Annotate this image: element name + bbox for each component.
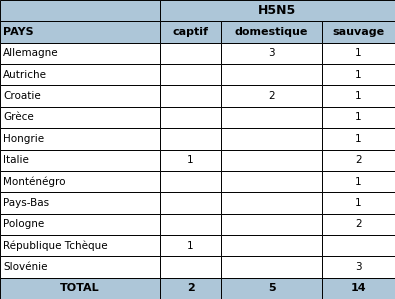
Text: 2: 2: [355, 155, 362, 165]
Bar: [221, 192, 322, 213]
Text: PAYS: PAYS: [3, 27, 34, 37]
Text: 1: 1: [355, 70, 362, 80]
Text: Pays-Bas: Pays-Bas: [3, 198, 49, 208]
Bar: [160, 21, 221, 43]
Bar: [0, 256, 160, 278]
Bar: [0, 171, 160, 192]
Bar: [221, 171, 322, 192]
Bar: [160, 43, 221, 64]
Text: République Tchèque: République Tchèque: [3, 240, 108, 251]
Text: 14: 14: [351, 283, 366, 293]
Text: Pologne: Pologne: [3, 219, 44, 229]
Bar: [160, 213, 221, 235]
Text: 5: 5: [268, 283, 275, 293]
Text: Autriche: Autriche: [3, 70, 47, 80]
Text: sauvage: sauvage: [333, 27, 384, 37]
Text: 1: 1: [355, 176, 362, 187]
Bar: [221, 43, 322, 64]
Bar: [0, 192, 160, 213]
Bar: [160, 278, 221, 299]
Bar: [0, 235, 160, 256]
Text: H5N5: H5N5: [258, 4, 297, 17]
Bar: [160, 235, 221, 256]
Bar: [0, 150, 160, 171]
Bar: [322, 213, 395, 235]
Bar: [221, 256, 322, 278]
Bar: [0, 86, 160, 107]
Bar: [0, 278, 160, 299]
Text: 1: 1: [355, 48, 362, 58]
Bar: [221, 150, 322, 171]
Text: 1: 1: [355, 112, 362, 123]
Text: domestique: domestique: [235, 27, 308, 37]
Bar: [160, 64, 221, 86]
Text: 1: 1: [187, 241, 194, 251]
Text: TOTAL: TOTAL: [60, 283, 100, 293]
Bar: [322, 43, 395, 64]
Bar: [160, 192, 221, 213]
Bar: [221, 107, 322, 128]
Bar: [160, 256, 221, 278]
Text: captif: captif: [173, 27, 209, 37]
Bar: [322, 192, 395, 213]
Bar: [160, 107, 221, 128]
Bar: [322, 171, 395, 192]
Text: 1: 1: [187, 155, 194, 165]
Text: 2: 2: [187, 283, 194, 293]
Bar: [0, 128, 160, 150]
Bar: [221, 21, 322, 43]
Text: Hongrie: Hongrie: [3, 134, 44, 144]
Bar: [322, 256, 395, 278]
Bar: [0, 64, 160, 86]
Bar: [322, 64, 395, 86]
Bar: [221, 86, 322, 107]
Bar: [322, 278, 395, 299]
Bar: [221, 64, 322, 86]
Bar: [160, 0, 395, 21]
Bar: [221, 128, 322, 150]
Text: 3: 3: [355, 262, 362, 272]
Text: 2: 2: [268, 91, 275, 101]
Bar: [160, 128, 221, 150]
Text: Monténégro: Monténégro: [3, 176, 66, 187]
Bar: [0, 213, 160, 235]
Text: Grèce: Grèce: [3, 112, 34, 123]
Bar: [0, 0, 160, 21]
Bar: [160, 150, 221, 171]
Text: Allemagne: Allemagne: [3, 48, 59, 58]
Text: 1: 1: [355, 134, 362, 144]
Bar: [322, 21, 395, 43]
Text: 1: 1: [355, 91, 362, 101]
Bar: [160, 171, 221, 192]
Bar: [322, 150, 395, 171]
Text: 3: 3: [268, 48, 275, 58]
Bar: [322, 235, 395, 256]
Bar: [221, 213, 322, 235]
Bar: [322, 128, 395, 150]
Text: 1: 1: [355, 198, 362, 208]
Bar: [322, 107, 395, 128]
Bar: [160, 86, 221, 107]
Bar: [0, 43, 160, 64]
Text: Italie: Italie: [3, 155, 29, 165]
Bar: [0, 107, 160, 128]
Bar: [0, 21, 160, 43]
Bar: [322, 86, 395, 107]
Text: Croatie: Croatie: [3, 91, 41, 101]
Text: 2: 2: [355, 219, 362, 229]
Bar: [221, 278, 322, 299]
Bar: [221, 235, 322, 256]
Text: Slovénie: Slovénie: [3, 262, 48, 272]
